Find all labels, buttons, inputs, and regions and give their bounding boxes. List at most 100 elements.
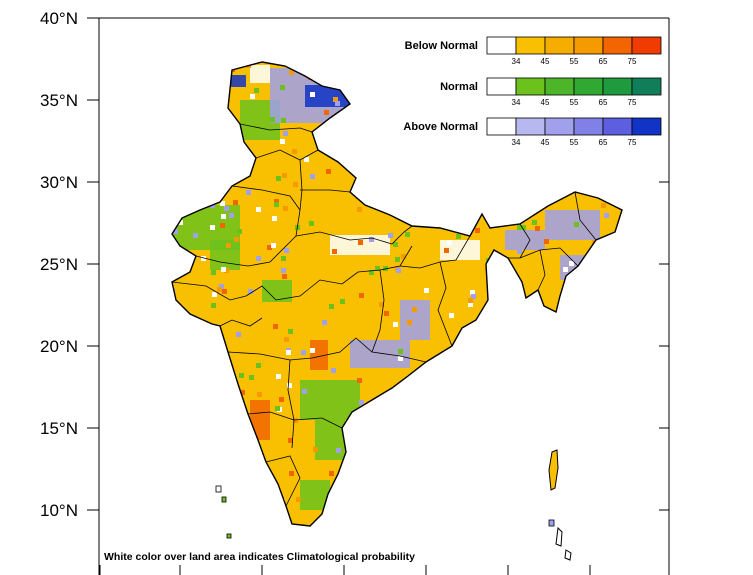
grid-cell [239,373,244,378]
grid-cell [392,91,397,96]
grid-cell [273,324,278,329]
grid-cell [172,516,176,521]
grid-cell [293,182,298,187]
grid-cell [219,135,224,140]
grid-cell [388,233,393,238]
grid-cell [173,229,178,234]
grid-cell [507,274,512,279]
grid-cell [247,432,252,437]
grid-cell [346,147,351,152]
grid-cell [563,267,568,272]
axis-ticks [87,17,669,575]
grid-cell [310,92,315,97]
grid-cell [593,358,598,363]
grid-cell [227,400,232,405]
grid-cell [511,450,516,455]
grid-cell [217,69,222,74]
grid-cell [213,336,218,341]
grid-cell [482,338,487,343]
andaman-islands [548,449,572,561]
legend-swatch [544,117,575,136]
grid-cell [252,454,257,459]
grid-cell [433,220,438,225]
probability-patch [400,300,430,340]
grid-cell [240,390,245,395]
grid-cell [541,152,546,157]
probability-patch [505,230,545,250]
grid-cell [501,110,506,115]
grid-cell [408,514,413,519]
grid-cell [537,418,542,423]
grid-cell [620,368,622,373]
grid-cell [211,270,216,275]
grid-cell [370,97,375,102]
legend-tick-label: 65 [599,138,608,147]
grid-cell [475,228,480,233]
grid-cell [524,384,529,389]
grid-cell [276,374,281,379]
grid-cell [256,256,261,261]
grid-cell [336,448,341,453]
grid-cell [559,484,564,489]
grid-cell [533,315,538,320]
legend-tick-label: 45 [541,98,550,107]
grid-cell [513,73,518,78]
grid-cell [359,293,364,298]
grid-cell [335,136,340,141]
grid-cell [607,267,612,272]
grid-cell [615,232,620,237]
grid-cell [377,467,382,472]
grid-cell [219,157,224,162]
probability-patch [545,210,600,240]
legend-swatch [544,77,575,96]
legend-tick-label: 34 [512,57,521,66]
grid-cell [275,406,280,411]
grid-cell [219,386,224,391]
grid-cell [424,288,429,293]
grid-cell [221,214,226,219]
grid-cell [396,268,401,273]
grid-cell [492,420,497,425]
grid-cell [250,94,255,99]
grid-cell [401,521,406,526]
grid-cell [528,487,533,492]
grid-cell [542,520,547,525]
lat-label: 30°N [40,173,78,192]
grid-cell [535,226,540,231]
grid-cell [468,298,473,303]
grid-cell [350,468,355,473]
grid-cell [418,215,423,220]
grid-cell [378,168,383,173]
grid-cell [429,162,434,167]
grid-cell [256,363,261,368]
grid-cell [544,239,549,244]
grid-cell [479,397,484,402]
grid-cell [224,268,229,273]
grid-cell [588,139,593,144]
grid-cell [600,435,605,440]
grid-cell [624,68,629,73]
legend-tick-label: 65 [599,57,608,66]
legend-swatch [515,117,546,136]
legend-swatch [515,77,546,96]
grid-cell [582,307,587,312]
grid-cell [375,266,380,271]
grid-cell [215,424,220,429]
grid-cell [538,322,543,327]
grid-cell [271,243,276,248]
grid-cell [193,233,198,238]
grid-cell [271,485,276,490]
grid-cell [344,431,349,436]
grid-cell [353,444,358,449]
grid-cell [398,356,403,361]
grid-cell [547,512,552,517]
grid-cell [179,520,184,525]
lat-label: 10°N [40,501,78,520]
probability-patch [210,240,240,270]
grid-cell [237,144,242,149]
grid-cell [521,423,526,428]
grid-cell [588,106,593,111]
grid-cell [274,199,279,204]
grid-cell [357,378,362,383]
probability-patch [262,280,292,302]
